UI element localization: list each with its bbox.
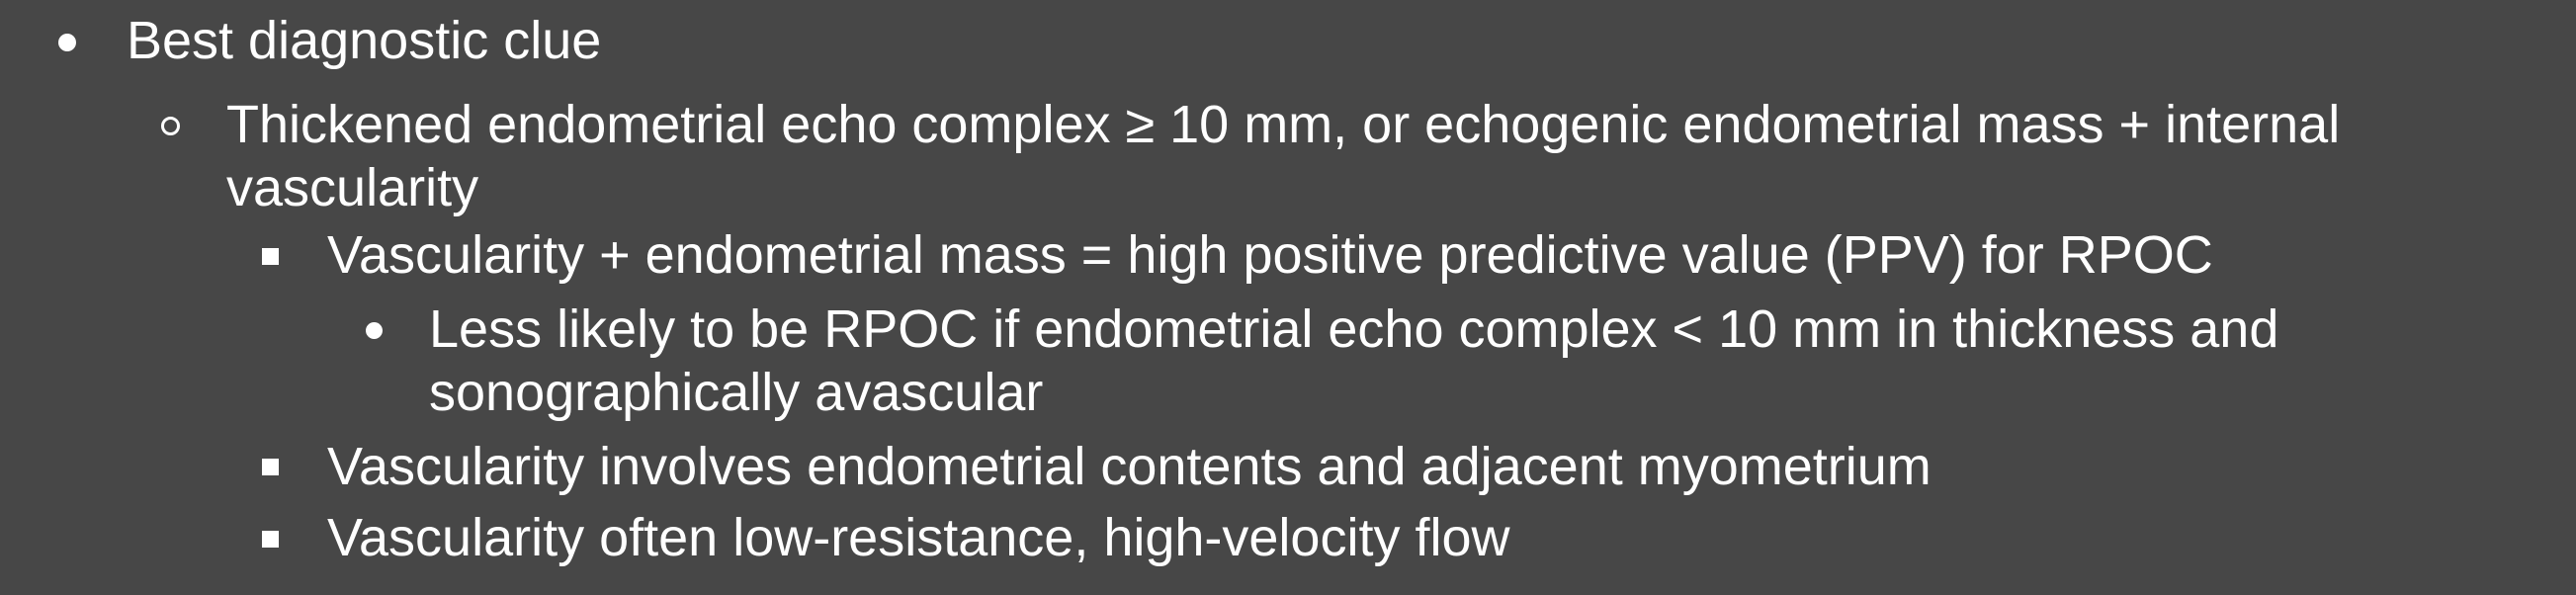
bullet-text: Vascularity involves endometrial content… (327, 437, 1932, 496)
bullet-text: Vascularity often low-resistance, high-v… (327, 508, 1510, 567)
bullet-text-line2: sonographically avascular (429, 363, 1044, 422)
square-bullet-icon (262, 459, 279, 475)
bullet-text: Best diagnostic clue (127, 11, 602, 70)
bullet-level1-best-diagnostic-clue: Best diagnostic clue (127, 9, 601, 72)
disc-bullet-icon (366, 322, 383, 339)
bullet-text-line1: Thickened endometrial echo complex ≥ 10 … (226, 95, 2341, 154)
bullet-level4-less-likely-rpoc: Less likely to be RPOC if endometrial ec… (429, 298, 2278, 424)
bullet-text-line1: Less likely to be RPOC if endometrial ec… (429, 299, 2279, 359)
bullet-level2-thickened-endometrial: Thickened endometrial echo complex ≥ 10 … (226, 93, 2340, 219)
square-bullet-icon (262, 531, 279, 548)
bullet-level3-vascularity-flow: Vascularity often low-resistance, high-v… (327, 506, 1510, 569)
bullet-level3-vascularity-involves: Vascularity involves endometrial content… (327, 435, 1932, 498)
bullet-level3-vascularity-mass-ppv: Vascularity + endometrial mass = high po… (327, 223, 2213, 287)
square-bullet-icon (262, 248, 279, 265)
hollow-circle-bullet-icon (161, 117, 180, 135)
bullet-text: Vascularity + endometrial mass = high po… (327, 225, 2213, 285)
bullet-text-line2: vascularity (226, 158, 479, 217)
disc-bullet-icon (58, 34, 76, 51)
